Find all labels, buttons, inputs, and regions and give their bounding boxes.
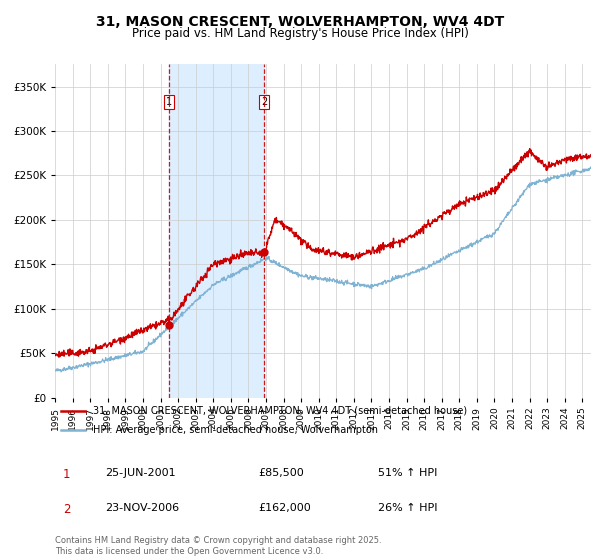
Text: 31, MASON CRESCENT, WOLVERHAMPTON, WV4 4DT (semi-detached house): 31, MASON CRESCENT, WOLVERHAMPTON, WV4 4… [93,405,467,416]
Text: 31, MASON CRESCENT, WOLVERHAMPTON, WV4 4DT: 31, MASON CRESCENT, WOLVERHAMPTON, WV4 4… [96,15,504,29]
Text: Contains HM Land Registry data © Crown copyright and database right 2025.
This d: Contains HM Land Registry data © Crown c… [55,536,382,556]
Text: HPI: Average price, semi-detached house, Wolverhampton: HPI: Average price, semi-detached house,… [93,424,378,435]
Bar [169,64,264,398]
Text: 51% ↑ HPI: 51% ↑ HPI [378,468,437,478]
Text: 1: 1 [63,468,70,482]
Text: 23-NOV-2006: 23-NOV-2006 [105,503,179,513]
Text: 2: 2 [63,503,70,516]
Text: 26% ↑ HPI: 26% ↑ HPI [378,503,437,513]
Text: £162,000: £162,000 [258,503,311,513]
Text: 2: 2 [261,97,268,107]
Text: £85,500: £85,500 [258,468,304,478]
Text: 1: 1 [166,97,172,107]
Text: Price paid vs. HM Land Registry's House Price Index (HPI): Price paid vs. HM Land Registry's House … [131,27,469,40]
Text: 25-JUN-2001: 25-JUN-2001 [105,468,176,478]
